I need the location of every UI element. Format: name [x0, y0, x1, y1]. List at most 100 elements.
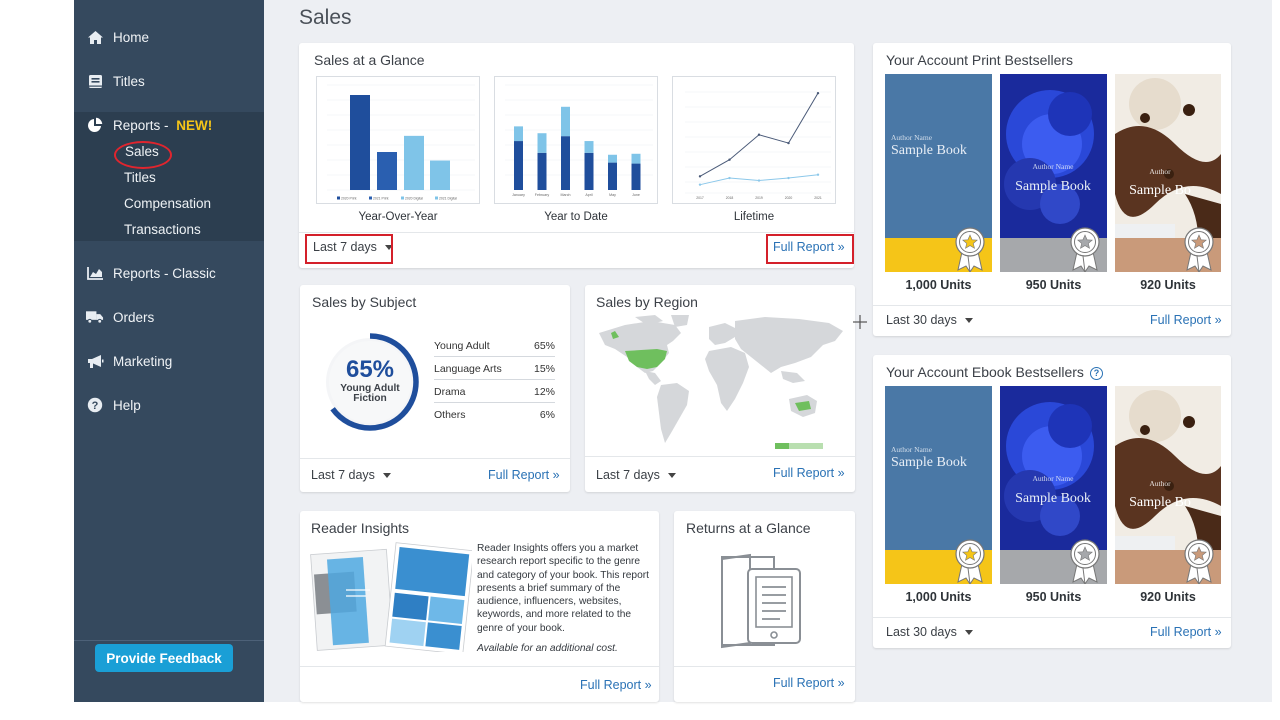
- book-cover[interactable]: Author Name Sample Book: [885, 74, 992, 272]
- sidebar-item-reports[interactable]: Reports - NEW!: [74, 110, 264, 140]
- sales-by-subject-card: Sales by Subject 65% Young Adult Fiction…: [300, 285, 570, 492]
- book-author: Author Name: [891, 445, 933, 454]
- sidebar-item-help[interactable]: ? Help: [74, 390, 264, 420]
- glance-full-report-link[interactable]: Full Report »: [773, 240, 845, 254]
- card-title: Your Account Ebook Bestsellers?: [886, 364, 1103, 380]
- caret-down-icon: [964, 629, 973, 635]
- ebook-full-report-link[interactable]: Full Report »: [1150, 625, 1222, 639]
- subject-full-report-link[interactable]: Full Report »: [488, 468, 560, 482]
- lifetime-chart[interactable]: 2017 2018 2019 2020 2021: [672, 76, 836, 204]
- award-medal-icon: [1070, 539, 1100, 584]
- report-preview-image: [310, 542, 472, 652]
- ytd-bar-digital: [631, 153, 641, 164]
- map-highlight-usa: [625, 349, 667, 369]
- book-units: 950 Units: [1025, 590, 1082, 604]
- sidebar-item-titles[interactable]: Titles: [74, 66, 264, 96]
- region-period-dropdown[interactable]: Last 7 days: [596, 468, 676, 482]
- book-author: Author: [1149, 167, 1171, 176]
- move-cursor-icon: [852, 314, 868, 330]
- lifetime-point: [787, 176, 790, 180]
- help-icon: ?: [86, 397, 104, 413]
- provide-feedback-button[interactable]: Provide Feedback: [95, 644, 233, 672]
- lifetime-point: [728, 158, 731, 161]
- sidebar-item-marketing[interactable]: Marketing: [74, 346, 264, 376]
- lifetime-point: [698, 175, 702, 178]
- map-highlight-australia: [795, 401, 811, 411]
- card-divider: [299, 232, 854, 233]
- region-full-report-link[interactable]: Full Report »: [773, 466, 845, 480]
- caption-line-1: Young Adult: [340, 383, 400, 394]
- svg-text:?: ?: [92, 400, 99, 412]
- world-map[interactable]: [585, 315, 855, 455]
- ebook-bestsellers-card: Your Account Ebook Bestsellers? Author N…: [873, 355, 1231, 648]
- glance-period-dropdown[interactable]: Last 7 days: [313, 240, 393, 254]
- ytd-tick-label: March: [561, 193, 571, 197]
- subitem-transactions[interactable]: Transactions: [124, 222, 201, 237]
- book-cover[interactable]: Author Name Sample Book: [885, 386, 992, 584]
- print-full-report-link[interactable]: Full Report »: [1150, 313, 1222, 327]
- card-divider: [300, 666, 659, 667]
- returns-full-report-link[interactable]: Full Report »: [773, 676, 845, 690]
- ytd-bar-print: [561, 136, 570, 190]
- book-author: Author Name: [1032, 474, 1074, 483]
- card-title: Sales by Subject: [312, 294, 417, 310]
- subject-period-dropdown[interactable]: Last 7 days: [311, 468, 391, 482]
- donut-svg: [321, 333, 419, 431]
- subject-value: 65%: [533, 339, 555, 352]
- chart-label-lifetime: Lifetime: [733, 211, 775, 223]
- card-divider: [674, 666, 855, 667]
- insights-full-report-link[interactable]: Full Report »: [580, 678, 652, 692]
- sidebar-item-orders[interactable]: Orders: [74, 302, 264, 332]
- subject-value: 12%: [533, 385, 555, 398]
- caption-line-2: Fiction: [353, 393, 387, 404]
- chart-label-ytd: Year to Date: [544, 211, 608, 223]
- card-title-text: Your Account Ebook Bestsellers: [886, 364, 1084, 380]
- year-over-year-chart[interactable]: 2020 Print 2021 Print 2020 Digital 2021 …: [316, 76, 480, 204]
- award-medal-icon: [1184, 539, 1214, 584]
- lifetime-point: [698, 183, 702, 186]
- sidebar-item-label: Orders: [113, 309, 155, 325]
- book-units: 1,000 Units: [905, 278, 972, 292]
- subject-name: Young Adult: [434, 339, 490, 352]
- book-author: Author Name: [891, 133, 933, 142]
- sidebar-item-home[interactable]: Home: [74, 22, 264, 52]
- book-cover[interactable]: Author Sample Bo: [1115, 74, 1221, 272]
- subject-caption: Young Adult Fiction: [320, 383, 420, 404]
- ytd-tick-label: June: [632, 193, 640, 197]
- book-cover[interactable]: Author Sample Bo: [1115, 386, 1221, 584]
- caret-down-icon: [667, 472, 676, 478]
- print-period-dropdown[interactable]: Last 30 days: [886, 313, 973, 327]
- map-legend-bar: [775, 443, 823, 449]
- ytd-bar-digital: [608, 154, 617, 163]
- insights-cost-note: Available for an additional cost.: [477, 643, 618, 654]
- sidebar-item-reports-classic[interactable]: Reports - Classic: [74, 258, 264, 288]
- svg-text:2021 Digital: 2021 Digital: [439, 196, 457, 200]
- book-title: Sample Book: [1015, 491, 1091, 506]
- lifetime-point: [787, 141, 790, 145]
- ebook-period-dropdown[interactable]: Last 30 days: [886, 625, 973, 639]
- subitem-titles[interactable]: Titles: [124, 170, 156, 185]
- yoy-bar: [404, 135, 424, 190]
- yoy-chart-svg: 2020 Print 2021 Print 2020 Digital 2021 …: [327, 84, 475, 200]
- yoy-bar: [430, 160, 450, 190]
- ytd-bar-print: [514, 141, 523, 190]
- award-medal-icon: [955, 227, 985, 272]
- year-to-date-chart[interactable]: January February March April May June: [494, 76, 658, 204]
- book-cover[interactable]: Author Name Sample Book: [1000, 386, 1107, 584]
- subitem-compensation[interactable]: Compensation: [124, 196, 212, 211]
- svg-text:2020 Print: 2020 Print: [341, 196, 357, 200]
- card-title: Your Account Print Bestsellers: [886, 52, 1074, 68]
- question-circle-icon[interactable]: ?: [1089, 366, 1103, 380]
- subitem-sales[interactable]: Sales: [125, 144, 159, 159]
- book-units: 950 Units: [1025, 278, 1082, 292]
- dropdown-value: Last 7 days: [596, 468, 660, 482]
- card-divider: [585, 456, 855, 457]
- reader-insights-card: Reader Insights: [300, 511, 659, 702]
- lifetime-point: [816, 91, 820, 95]
- card-title: Sales at a Glance: [314, 52, 425, 68]
- ytd-tick-label: February: [535, 193, 550, 197]
- subject-name: Language Arts: [434, 362, 502, 375]
- book-cover[interactable]: Author Name Sample Book: [1000, 74, 1107, 272]
- award-medal-icon: [955, 539, 985, 584]
- card-title: Reader Insights: [311, 520, 410, 536]
